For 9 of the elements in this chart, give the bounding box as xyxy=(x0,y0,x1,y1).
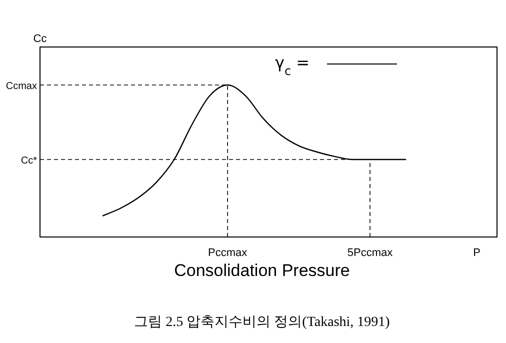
ref-line-label: Ccmax xyxy=(6,81,37,92)
x-tick-label: Pccmax xyxy=(208,247,248,259)
ref-line-label: Cc* xyxy=(20,155,38,166)
x-tick-label: 5Pccmax xyxy=(347,247,394,259)
text: γ$_{c}$ = xyxy=(275,53,310,78)
caption: 그림 2.5 압축지수비의 정의(Takashi, 1991) xyxy=(134,315,390,330)
text: Cc xyxy=(33,33,48,45)
x-tick-label: P xyxy=(473,247,480,259)
x-axis-title: Consolidation Pressure xyxy=(174,261,350,280)
